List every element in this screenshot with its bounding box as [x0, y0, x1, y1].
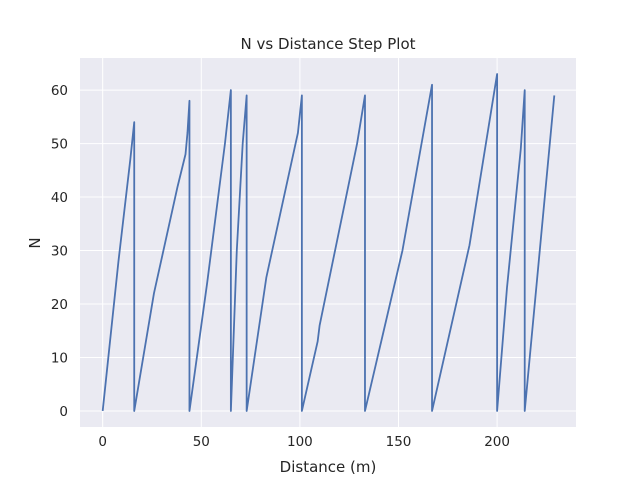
y-tick-labels: 0 10 20 30 40 50 60 — [51, 83, 68, 420]
y-tick-label: 60 — [51, 83, 68, 99]
y-tick-label: 20 — [51, 297, 68, 313]
y-tick-label: 0 — [59, 404, 68, 420]
x-axis-label: Distance (m) — [280, 458, 377, 476]
x-tick-label: 0 — [98, 434, 107, 450]
y-tick-label: 40 — [51, 190, 68, 206]
x-tick-label: 200 — [484, 434, 510, 450]
y-tick-label: 30 — [51, 244, 68, 260]
x-tick-label: 150 — [386, 434, 412, 450]
chart-title: N vs Distance Step Plot — [241, 35, 416, 53]
series-layer — [101, 73, 556, 412]
y-tick-label: 50 — [51, 137, 68, 153]
x-tick-label: 100 — [287, 434, 313, 450]
y-axis-label: N — [26, 237, 44, 248]
x-tick-label: 50 — [193, 434, 210, 450]
series-line — [101, 73, 556, 412]
y-tick-label: 10 — [51, 350, 68, 366]
x-tick-labels: 0 50 100 150 200 — [98, 434, 510, 450]
plot-area — [80, 58, 576, 427]
